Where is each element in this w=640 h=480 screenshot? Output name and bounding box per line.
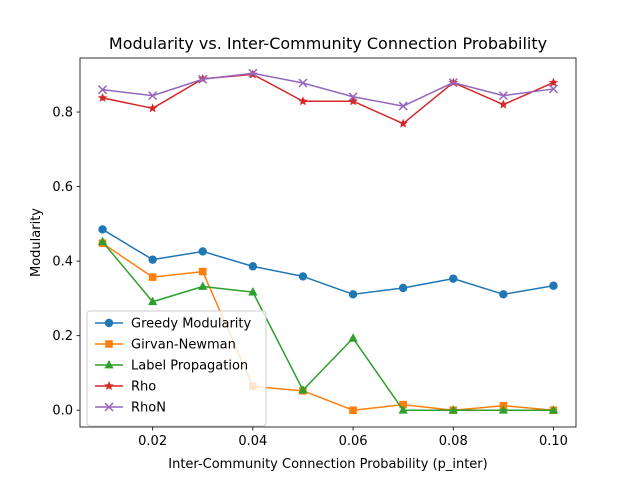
data-point-rho	[498, 99, 509, 109]
data-point-greedy-modularity	[148, 255, 157, 264]
data-point-girvan-newman	[349, 406, 357, 415]
data-point-label-propagation	[398, 405, 408, 414]
data-point-label-propagation	[498, 405, 508, 414]
data-point-rhon	[98, 85, 108, 95]
y-tick-label: 0.0	[52, 404, 73, 419]
data-point-greedy-modularity	[549, 281, 558, 290]
data-point-rhon	[448, 78, 458, 88]
y-tick-label: 0.4	[52, 255, 73, 270]
data-point-label-propagation	[348, 333, 358, 342]
series-line-rho	[102, 73, 554, 125]
data-point-label-propagation	[198, 281, 208, 290]
data-point-label-propagation	[148, 296, 158, 306]
data-point-girvan-newman	[148, 273, 157, 281]
data-point-greedy-modularity	[499, 290, 508, 299]
series-line-girvan-newman	[102, 242, 554, 411]
data-point-label-propagation	[97, 236, 108, 246]
data-point-rho	[298, 96, 308, 106]
y-tick-label: 0.2	[52, 329, 73, 344]
x-tick-label: 0.06	[339, 434, 368, 449]
legend-marker-greedy-modularity	[104, 318, 114, 328]
x-tick-label: 0.02	[138, 434, 167, 449]
data-point-rhon	[348, 92, 358, 102]
x-tick-label: 0.04	[238, 434, 267, 449]
data-point-label-propagation	[248, 287, 258, 296]
y-axis-label: Modularity	[29, 208, 44, 277]
data-point-rhon	[148, 91, 158, 101]
data-point-greedy-modularity	[398, 283, 408, 293]
data-point-girvan-newman	[198, 267, 207, 276]
data-point-label-propagation	[448, 405, 458, 414]
series-label-propagation	[97, 236, 559, 414]
data-point-rho	[348, 96, 358, 106]
data-point-greedy-modularity	[248, 262, 258, 271]
x-axis-label: Inter-Community Connection Probability (…	[168, 457, 487, 472]
data-point-rhon	[498, 91, 508, 101]
legend-marker-rho	[104, 381, 114, 391]
data-point-rho	[398, 118, 408, 128]
data-point-greedy-modularity	[348, 290, 358, 299]
series-line-greedy-modularity	[102, 228, 554, 296]
data-point-label-propagation	[548, 405, 559, 414]
data-point-greedy-modularity	[98, 225, 107, 234]
data-point-rhon	[248, 68, 258, 78]
data-point-greedy-modularity	[198, 247, 207, 256]
series-line-rhon	[102, 72, 554, 107]
legend-label-rho: Rho	[131, 380, 156, 395]
plot-frame	[79, 57, 577, 428]
series-greedy-modularity	[98, 225, 558, 299]
series-rhon	[98, 68, 558, 111]
legend-box	[86, 310, 267, 427]
legend-marker-rhon	[104, 402, 114, 412]
legend-label-girvan-newman: Girvan-Newman	[131, 338, 236, 353]
data-point-rho	[97, 92, 108, 102]
data-point-rhon	[548, 84, 558, 94]
data-point-rhon	[398, 101, 408, 111]
data-point-rhon	[198, 74, 208, 84]
legend-label-label-propagation: Label Propagation	[131, 359, 248, 374]
y-tick-label: 0.6	[52, 180, 73, 195]
data-point-label-propagation	[298, 385, 308, 394]
data-point-greedy-modularity	[449, 274, 458, 283]
data-point-rhon	[298, 78, 308, 88]
legend-label-greedy-modularity: Greedy Modularity	[131, 317, 251, 332]
legend-label-rhon: RhoN	[131, 401, 166, 416]
x-tick-label: 0.08	[439, 434, 468, 449]
chart-title: Modularity vs. Inter-Community Connectio…	[109, 34, 547, 53]
y-tick-label: 0.8	[52, 106, 73, 121]
x-tick-label: 0.10	[539, 434, 568, 449]
series-line-label-propagation	[101, 241, 554, 411]
data-point-rho	[548, 77, 559, 87]
data-point-rho	[147, 103, 158, 113]
legend-marker-girvan-newman	[105, 340, 113, 348]
data-point-girvan-newman	[399, 400, 407, 409]
legend-marker-label-propagation	[104, 360, 114, 369]
data-point-greedy-modularity	[298, 272, 308, 281]
legend: Greedy Modularity Girvan-Newman Label Prop…	[86, 310, 267, 427]
